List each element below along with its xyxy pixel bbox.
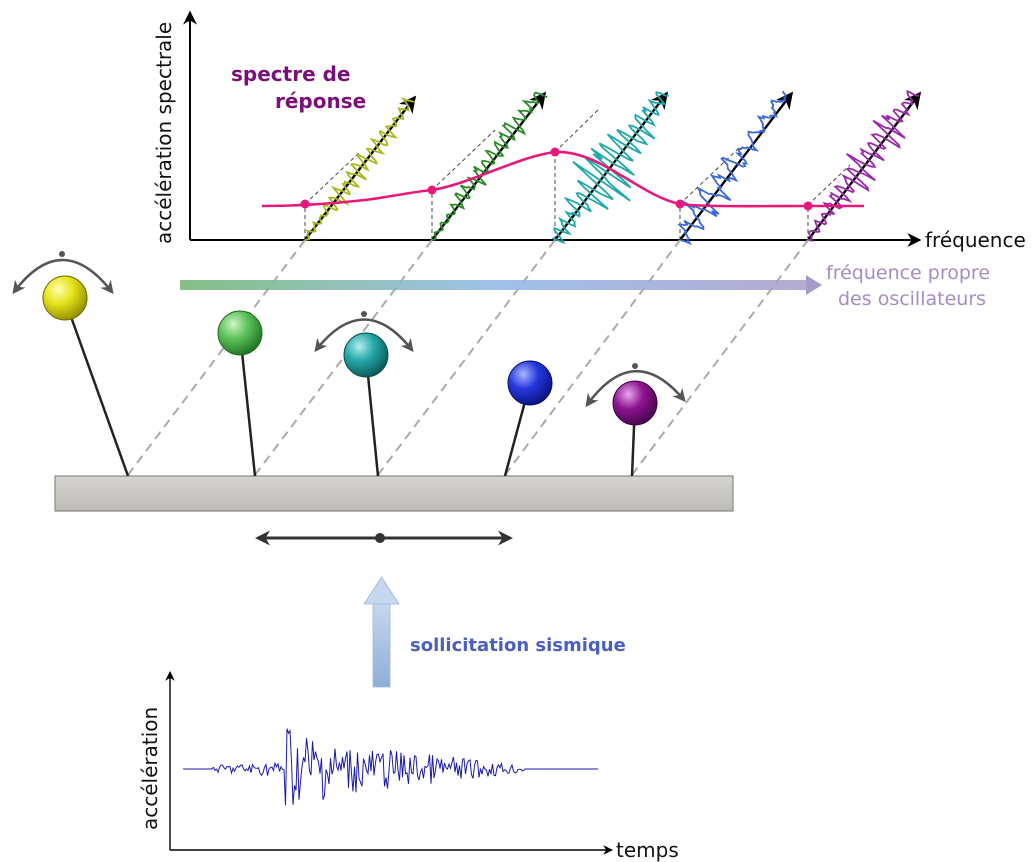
natural-frequency-label-line2: des oscillateurs (838, 288, 987, 310)
time-axis-label: temps (616, 838, 679, 862)
rotation-arrow-icon (585, 363, 686, 408)
oscillator-green (217, 310, 263, 356)
response-spectrum-title-line2: réponse (275, 89, 367, 113)
oscillator-teal (343, 332, 389, 378)
base-platform (54, 475, 734, 512)
response-traces (304, 89, 920, 246)
guide-lines (304, 109, 851, 240)
oscillator-purple (612, 380, 658, 426)
spectrum-point (803, 201, 813, 211)
response-trace (430, 91, 548, 241)
rotation-arrow-icon (12, 251, 114, 295)
oscillator-yellow (42, 275, 88, 321)
oscillator-blue (507, 360, 553, 406)
spectrum-point (427, 185, 437, 195)
natural-frequency-label-line1: fréquence propre (826, 262, 991, 284)
response-trace (807, 89, 920, 242)
response-trace (552, 91, 669, 245)
spectrum-points (300, 147, 813, 211)
upward-arrow-icon (363, 576, 400, 688)
spectrum-point (550, 147, 560, 157)
oscillator-response-axes (304, 91, 922, 241)
horizontal-motion-arrow-icon (255, 530, 513, 546)
accelerogram-trace (183, 728, 598, 806)
accelerogram-plot (165, 671, 613, 855)
acceleration-axis-label: accélération (138, 706, 162, 830)
spectrum-point (675, 199, 685, 209)
rotation-arrow-icon (314, 311, 414, 353)
spectrum-plot (183, 10, 922, 247)
response-spectrum-title-line1: spectre de (231, 62, 351, 86)
projection-lines (127, 239, 809, 476)
spectrum-point (300, 199, 310, 209)
oscillators (12, 251, 686, 477)
frequency-axis-label: fréquence (925, 228, 1026, 252)
natural-frequency-arrow (180, 275, 822, 295)
response-trace (677, 90, 787, 246)
seismic-loading-label: sollicitation sismique (410, 635, 626, 656)
response-trace (304, 97, 415, 241)
accelerogram-signal (183, 728, 598, 806)
spectral-acceleration-axis-label: accélération spectrale (152, 21, 176, 244)
